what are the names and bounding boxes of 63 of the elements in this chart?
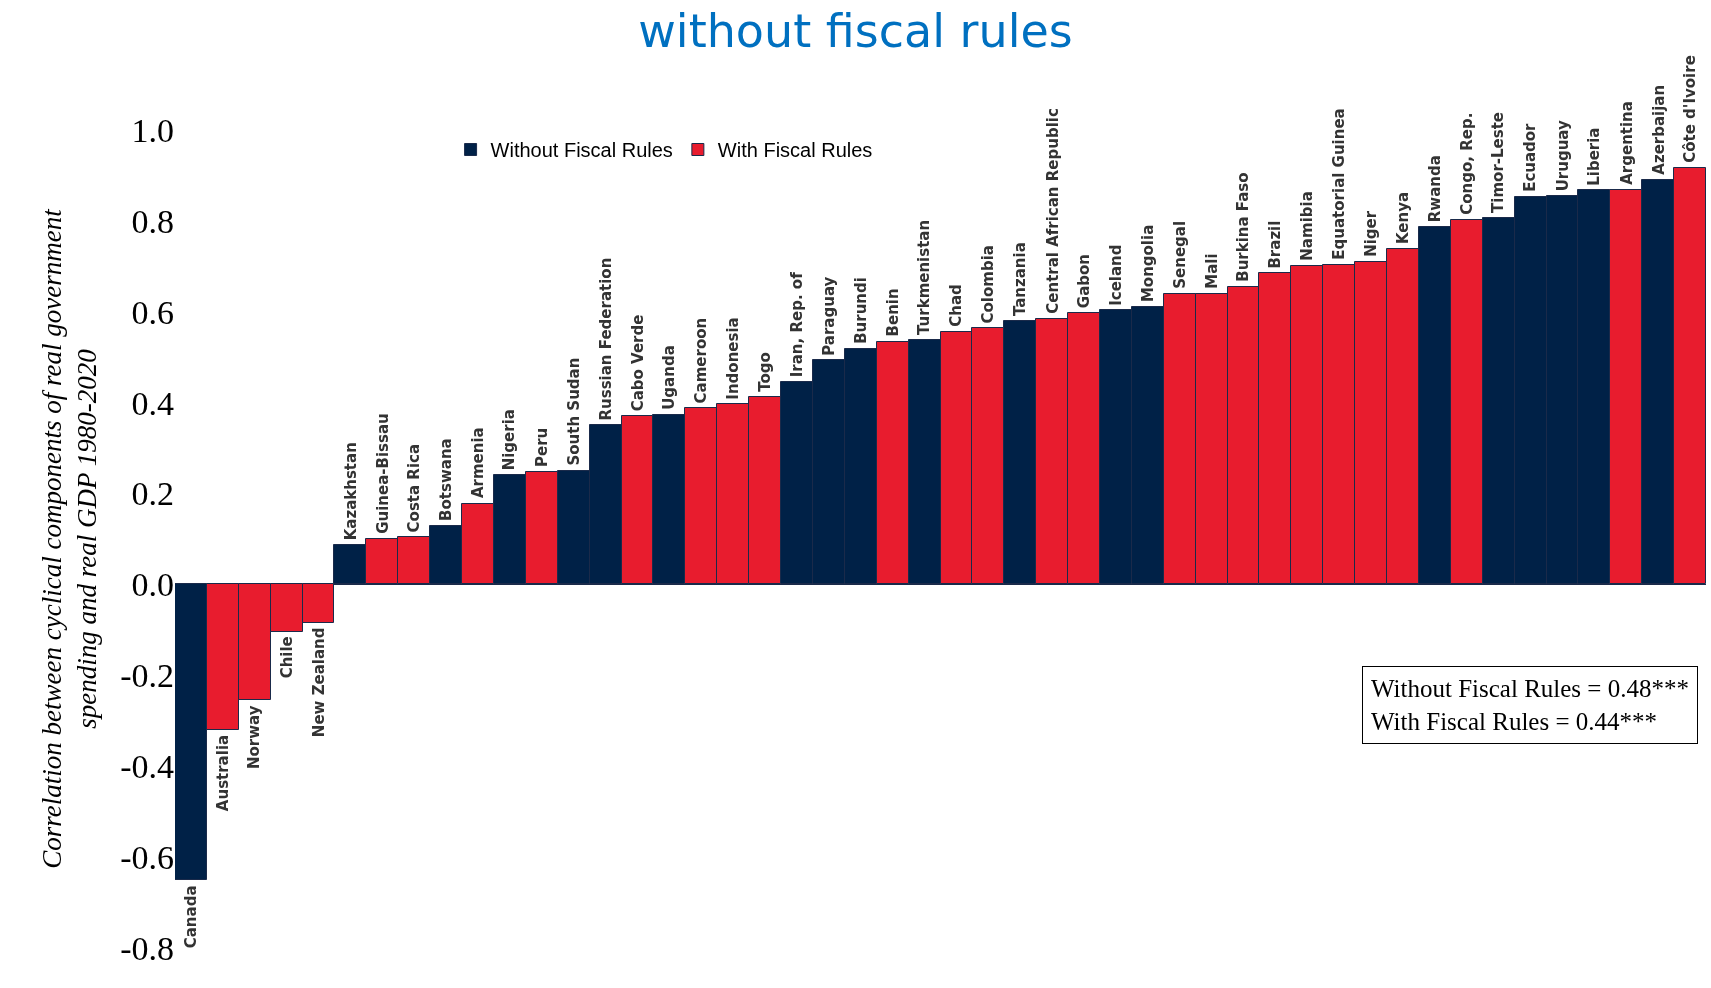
x-tick-label: Indonesia <box>723 317 742 400</box>
y-tick-label: -0.6 <box>120 839 174 877</box>
x-tick-label: South Sudan <box>564 357 583 466</box>
x-tick-label: Timor-Leste <box>1489 111 1508 213</box>
x-tick-label: Rwanda <box>1425 155 1444 223</box>
x-tick-label: Burkina Faso <box>1234 172 1253 282</box>
y-tick-label: 0.8 <box>131 202 174 240</box>
x-tick-label: Namibia <box>1297 191 1316 261</box>
y-tick-label: 1.0 <box>131 111 174 149</box>
x-tick-label: Tanzania <box>1011 242 1030 317</box>
y-tick-label: 0.6 <box>131 293 174 331</box>
y-tick-label: 0.2 <box>131 475 174 513</box>
x-tick-label: Chad <box>947 284 966 327</box>
x-tick-label: Peru <box>532 427 551 468</box>
x-tick-label: Brazil <box>1266 220 1285 269</box>
x-tick-label: Russian Federation <box>596 257 615 421</box>
x-tick-label: Azerbaijan <box>1649 84 1668 175</box>
y-tick-label: -0.8 <box>120 929 174 967</box>
x-tick-label: Kenya <box>1393 191 1412 245</box>
x-tick-label: Liberia <box>1584 127 1603 186</box>
x-tick-label: Kazakhstan <box>341 442 360 541</box>
x-tick-label: Argentina <box>1617 101 1636 185</box>
chart-title: without fiscal rules <box>638 4 1073 59</box>
x-tick-label: Canada <box>181 885 200 949</box>
x-tick-label: Colombia <box>979 245 998 324</box>
x-tick-label: Congo, Rep. <box>1457 112 1476 215</box>
x-tick-label: Niger <box>1362 210 1381 257</box>
y-tick-label: 0.4 <box>131 384 174 422</box>
x-tick-label: Cameroon <box>692 317 711 404</box>
x-tick-label: Norway <box>245 705 264 770</box>
x-tick-label: New Zealand <box>309 627 328 738</box>
x-tick-label: Nigeria <box>500 409 519 471</box>
x-tick-label: Equatorial Guinea <box>1329 108 1348 260</box>
x-tick-label: Paraguay <box>819 276 838 356</box>
x-tick-label: Gabon <box>1074 254 1093 309</box>
legend-label: With Fiscal Rules <box>717 139 873 162</box>
x-tick-label: Chile <box>277 636 296 679</box>
x-tick-label: Mali <box>1202 253 1221 289</box>
x-tick-label: Burundi <box>851 277 870 344</box>
y-tick-label: 0.0 <box>131 566 174 604</box>
x-tick-label: Central African Republic <box>1043 108 1062 314</box>
x-tick-label: Australia <box>213 734 232 812</box>
x-tick-label: Turkmenistan <box>915 219 934 335</box>
x-tick-label: Senegal <box>1170 220 1189 289</box>
text: Without Fiscal Rules = 0.48*** With Fiscal Rules = 0.44*** <box>1371 675 1689 735</box>
x-tick-label: Iran, Rep. of <box>787 271 806 378</box>
x-tick-label: Botswana <box>437 438 456 521</box>
y-axis-title: Correlation between cyclical components of real government spending and real GDP 1980-2020 <box>37 207 103 869</box>
x-tick-label: Costa Rica <box>405 443 424 533</box>
x-tick-label: Mongolia <box>1138 224 1157 303</box>
x-tick-label: Togo <box>756 352 775 392</box>
x-tick-label: Ecuador <box>1521 122 1540 192</box>
x-tick-label: Cabo Verde <box>628 314 647 412</box>
x-tick-label: Uruguay <box>1553 119 1572 192</box>
x-tick-label: Uganda <box>659 345 678 410</box>
x-tick-label: Guinea-Bissau <box>373 413 392 534</box>
x-tick-label: Benin <box>883 288 902 337</box>
y-tick-label: -0.4 <box>120 748 174 786</box>
x-tick-label: Iceland <box>1107 244 1126 306</box>
y-tick-label: -0.2 <box>120 657 174 695</box>
legend-label: Without Fiscal Rules <box>490 139 673 162</box>
x-tick-label: Côte d'Ivoire <box>1681 55 1700 163</box>
x-tick-label: Armenia <box>468 427 487 499</box>
